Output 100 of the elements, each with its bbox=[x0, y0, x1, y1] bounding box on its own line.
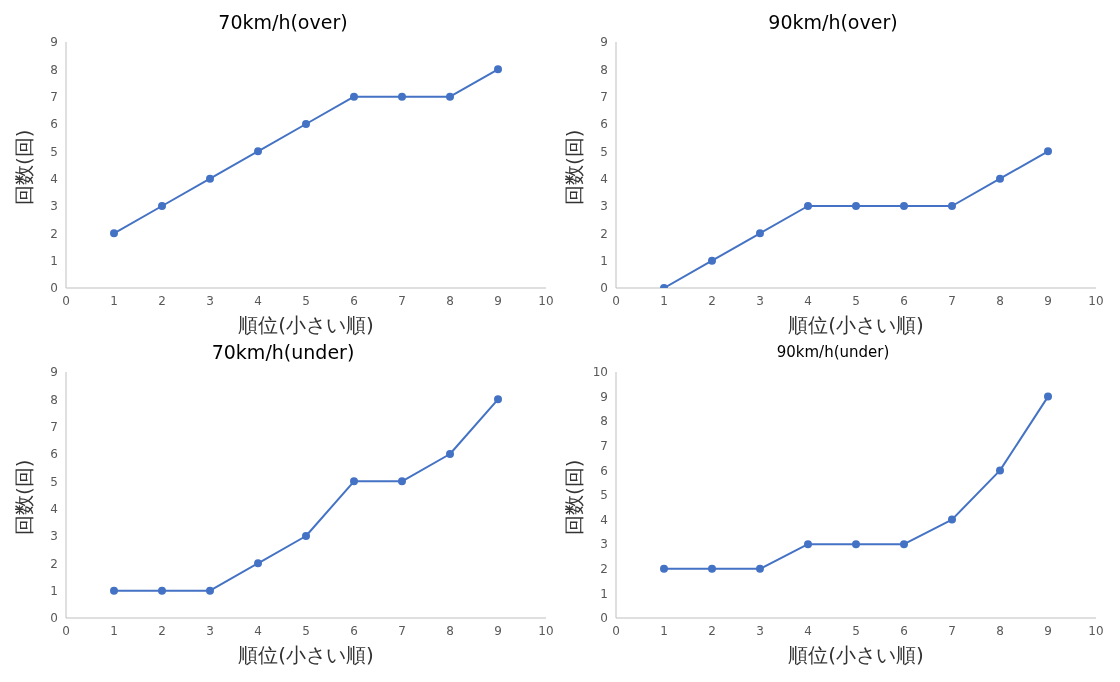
x-tick-label: 2 bbox=[158, 623, 166, 638]
x-tick-label: 7 bbox=[398, 293, 406, 308]
point bbox=[446, 450, 454, 458]
x-tick-label: 8 bbox=[996, 293, 1004, 308]
point bbox=[398, 92, 406, 101]
x-tick-label: 5 bbox=[302, 293, 310, 308]
point bbox=[110, 586, 118, 595]
point bbox=[254, 559, 262, 568]
x-tick-label: 4 bbox=[254, 293, 262, 308]
y-tick-label: 5 bbox=[50, 474, 58, 489]
x-tick-label: 9 bbox=[494, 623, 502, 638]
point bbox=[110, 229, 118, 238]
y-tick-label: 4 bbox=[600, 512, 608, 527]
x-axis-title: 順位(小さい順) bbox=[788, 313, 924, 337]
y-axis-title: 回数(回) bbox=[562, 129, 587, 205]
y-tick-label: 6 bbox=[50, 117, 58, 132]
y-tick-label: 8 bbox=[600, 62, 608, 77]
x-tick-label: 2 bbox=[708, 293, 716, 308]
x-tick-label: 3 bbox=[206, 293, 214, 308]
point bbox=[350, 477, 358, 486]
chart-title: 70km/h(over) bbox=[217, 10, 349, 35]
x-tick-label: 1 bbox=[660, 623, 668, 638]
y-tick-label: 2 bbox=[600, 562, 608, 577]
x-tick-label: 10 bbox=[538, 293, 554, 308]
x-tick-label: 5 bbox=[852, 623, 860, 638]
y-tick-label: 8 bbox=[600, 414, 608, 429]
y-tick-label: 3 bbox=[600, 537, 608, 552]
x-tick-label: 0 bbox=[62, 623, 70, 638]
x-tick-label: 2 bbox=[158, 293, 166, 308]
y-tick-label: 1 bbox=[600, 586, 608, 601]
point bbox=[708, 564, 716, 573]
y-tick-label: 2 bbox=[50, 556, 58, 571]
point bbox=[302, 120, 310, 128]
chart-title: 90km/h(over) bbox=[767, 10, 899, 35]
y-tick-label: 9 bbox=[600, 389, 608, 404]
x-tick-label: 9 bbox=[1044, 293, 1052, 308]
chart-title: 70km/h(under) bbox=[210, 340, 356, 365]
point bbox=[948, 515, 956, 524]
x-tick-label: 0 bbox=[612, 623, 620, 638]
x-tick-label: 1 bbox=[110, 293, 118, 308]
x-tick-label: 9 bbox=[494, 293, 502, 308]
x-tick-label: 4 bbox=[254, 623, 262, 638]
y-tick-label: 5 bbox=[600, 144, 608, 159]
y-tick-label: 9 bbox=[50, 365, 58, 380]
point bbox=[996, 466, 1004, 475]
x-tick-label: 10 bbox=[538, 623, 554, 638]
point bbox=[158, 586, 166, 595]
y-tick-label: 0 bbox=[600, 611, 608, 626]
x-axis-title: 順位(小さい順) bbox=[788, 643, 924, 667]
y-tick-label: 3 bbox=[50, 529, 58, 544]
x-tick-label: 6 bbox=[350, 623, 358, 638]
y-tick-label: 7 bbox=[600, 439, 608, 454]
y-tick-label: 8 bbox=[50, 62, 58, 77]
x-tick-label: 8 bbox=[996, 623, 1004, 638]
y-tick-label: 4 bbox=[50, 501, 58, 516]
point bbox=[852, 540, 860, 549]
point bbox=[1044, 392, 1052, 401]
y-tick-label: 0 bbox=[50, 281, 58, 296]
x-tick-label: 3 bbox=[756, 293, 764, 308]
x-axis-title: 順位(小さい順) bbox=[238, 643, 374, 667]
point bbox=[446, 92, 454, 101]
y-tick-label: 7 bbox=[50, 89, 58, 104]
chart-title: 90km/h(under) bbox=[775, 342, 891, 363]
y-tick-label: 1 bbox=[50, 253, 58, 268]
x-tick-label: 1 bbox=[660, 293, 668, 308]
x-tick-label: 2 bbox=[708, 623, 716, 638]
point bbox=[756, 229, 764, 238]
point bbox=[158, 202, 166, 210]
point bbox=[852, 202, 860, 210]
y-axis-title: 回数(回) bbox=[12, 129, 37, 205]
y-tick-label: 7 bbox=[600, 89, 608, 104]
y-tick-label: 6 bbox=[600, 117, 608, 132]
y-tick-label: 8 bbox=[50, 392, 58, 407]
y-tick-label: 1 bbox=[600, 253, 608, 268]
point bbox=[708, 256, 716, 265]
y-tick-label: 4 bbox=[600, 171, 608, 186]
x-tick-label: 9 bbox=[1044, 623, 1052, 638]
x-tick-label: 5 bbox=[852, 293, 860, 308]
point bbox=[900, 202, 908, 210]
point bbox=[254, 147, 262, 156]
point bbox=[948, 202, 956, 210]
point bbox=[660, 564, 668, 573]
y-tick-label: 9 bbox=[600, 35, 608, 50]
x-tick-label: 7 bbox=[948, 623, 956, 638]
y-tick-label: 2 bbox=[50, 226, 58, 241]
y-tick-label: 9 bbox=[50, 35, 58, 50]
x-tick-label: 7 bbox=[398, 623, 406, 638]
point bbox=[900, 540, 908, 549]
point bbox=[756, 564, 764, 573]
x-tick-label: 8 bbox=[446, 293, 454, 308]
point bbox=[494, 395, 502, 404]
point bbox=[996, 174, 1004, 183]
point bbox=[804, 540, 812, 549]
y-tick-label: 10 bbox=[592, 365, 608, 380]
point bbox=[1044, 147, 1052, 156]
x-tick-label: 0 bbox=[62, 293, 70, 308]
y-tick-label: 0 bbox=[600, 281, 608, 296]
y-tick-label: 5 bbox=[50, 144, 58, 159]
x-tick-label: 6 bbox=[900, 293, 908, 308]
x-tick-label: 6 bbox=[350, 293, 358, 308]
